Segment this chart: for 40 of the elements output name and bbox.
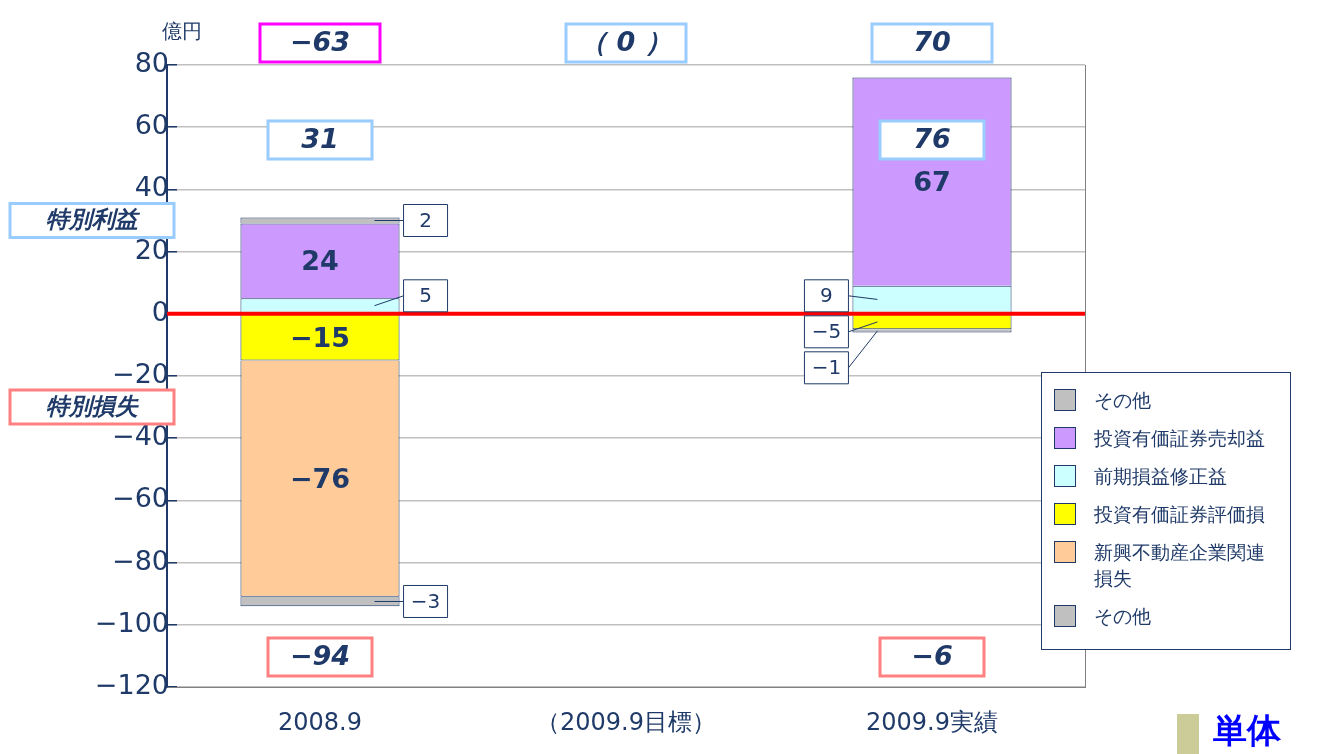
y-tick-label: −100 — [94, 606, 169, 638]
data-label: 67 — [913, 165, 951, 197]
y-tick-label: 20 — [134, 233, 169, 265]
data-label: −5 — [811, 319, 842, 343]
legend-label: その他 — [1094, 388, 1152, 413]
annotation: 31 — [301, 123, 339, 155]
data-label: 2 — [419, 207, 432, 232]
y-tick-label: −60 — [112, 482, 169, 514]
data-label: 9 — [820, 283, 833, 307]
legend-label: その他 — [1094, 604, 1152, 629]
y-tick-label: 60 — [134, 109, 169, 141]
text: 70 — [913, 26, 951, 58]
data-label: 5 — [419, 283, 432, 307]
text: 単体 — [1213, 709, 1281, 752]
annotation: −6 — [911, 640, 953, 672]
legend-label: 投資有価証券売却益 — [1094, 426, 1266, 451]
x-tick-label: 2009.9実績 — [866, 707, 998, 736]
annotation: 76 — [913, 123, 951, 155]
text: （ 0 ） — [580, 26, 672, 58]
data-label: −3 — [410, 588, 441, 613]
x-tick-label: 2008.9 — [278, 707, 362, 736]
data-label: 24 — [301, 244, 339, 276]
y-tick-label: 80 — [134, 47, 169, 79]
text: −63 — [289, 26, 351, 58]
y-tick-label: −20 — [112, 358, 169, 390]
y-tick-label: −80 — [112, 544, 169, 576]
text: 特別損失 — [46, 393, 139, 420]
text: 特別利益 — [46, 206, 141, 233]
legend-label: 前期損益修正益 — [1094, 464, 1228, 489]
y-tick-label: −40 — [112, 420, 169, 452]
annotation: −94 — [289, 640, 351, 672]
data-label: −1 — [811, 355, 842, 379]
x-tick-label: （2009.9目標） — [536, 707, 716, 736]
y-axis-title: 億円 — [162, 19, 202, 44]
y-tick-label: −120 — [94, 669, 169, 701]
data-label: −15 — [289, 321, 351, 353]
data-label: −76 — [289, 462, 351, 494]
y-tick-label: 40 — [134, 171, 169, 203]
legend-label: 投資有価証券評価損 — [1094, 502, 1266, 527]
legend-label: 新興不動産企業関連損失 — [1094, 540, 1266, 591]
